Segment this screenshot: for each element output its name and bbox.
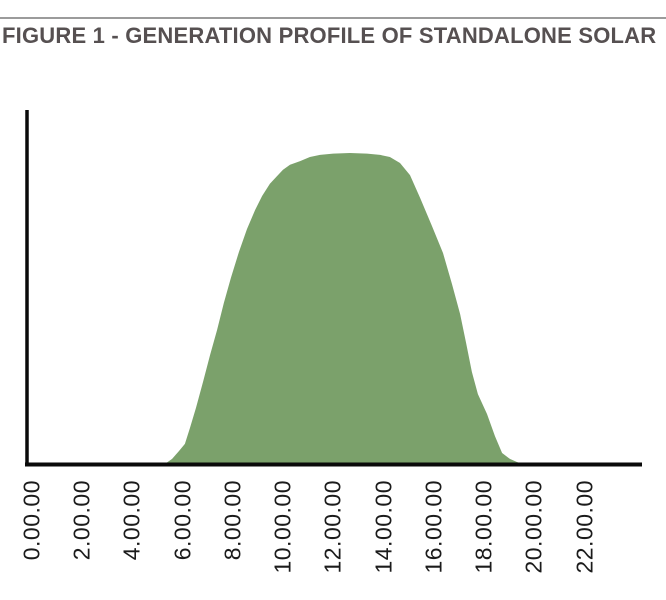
x-tick-label: 2.00.00 [68, 480, 95, 561]
x-tick-label: 0.00.00 [18, 480, 44, 561]
x-tick-label: 8.00.00 [219, 480, 246, 561]
top-rule [0, 17, 666, 19]
x-tick-label: 22.00.00 [571, 480, 598, 574]
solar-generation-area [165, 153, 523, 465]
x-tick-label: 14.00.00 [370, 480, 397, 574]
x-tick-label: 12.00.00 [319, 480, 346, 574]
figure-title: FIGURE 1 - GENERATION PROFILE OF STANDAL… [2, 23, 657, 48]
x-tick-label: 18.00.00 [470, 480, 497, 574]
x-tick-label: 4.00.00 [118, 480, 145, 561]
x-tick-label: 6.00.00 [168, 480, 195, 561]
x-tick-label: 10.00.00 [269, 480, 296, 574]
x-tick-label: 20.00.00 [521, 480, 547, 574]
x-tick-label: 16.00.00 [420, 480, 447, 574]
